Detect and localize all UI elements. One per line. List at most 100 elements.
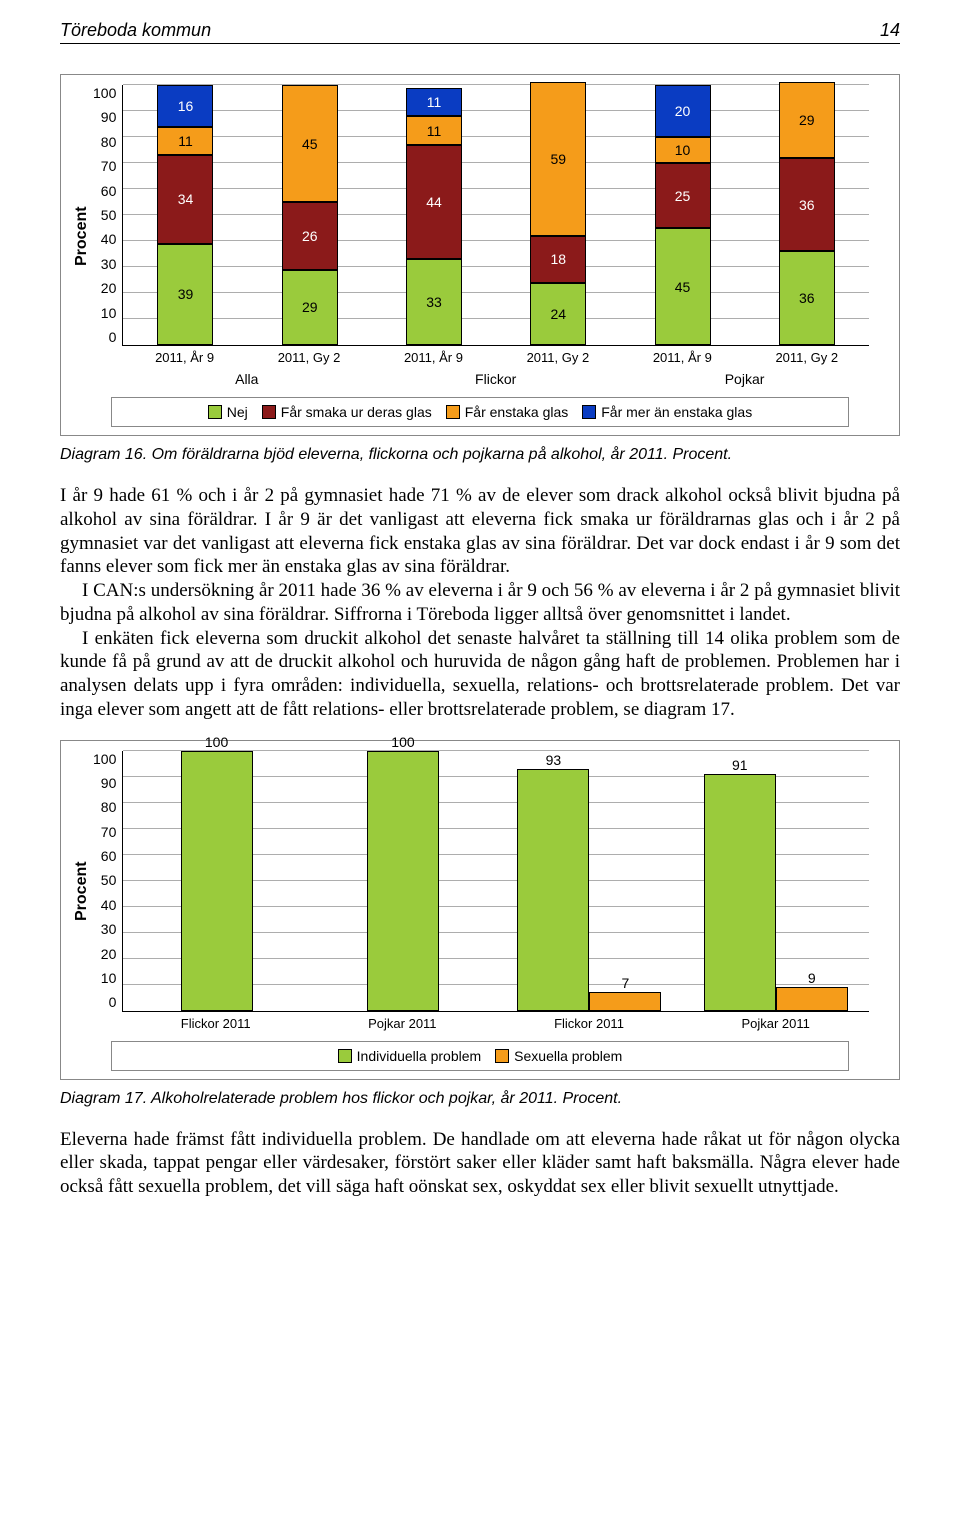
bar-segment: 45 [655,228,711,345]
chart2-caption: Diagram 17. Alkoholrelaterade problem ho… [60,1090,900,1108]
bar-segment: 29 [282,270,338,345]
ytick: 0 [109,994,117,1010]
bar-segment: 45 [282,85,338,202]
bar-segment: 25 [655,163,711,228]
xlabel: 2011, Gy 2 [496,350,620,365]
ytick: 100 [93,85,116,101]
bar-segment: 59 [530,82,586,235]
stacked-bar: 292645 [282,85,338,345]
group-label: Flickor [371,371,620,387]
bar-segment: 29 [779,82,835,157]
stacked-bar: 33441111 [406,88,462,345]
chart1-caption: Diagram 16. Om föräldrarna bjöd eleverna… [60,446,900,464]
bar: 93 [517,769,589,1011]
header-left: Töreboda kommun [60,20,211,41]
legend-swatch [262,405,276,419]
xlabel: 2011, Gy 2 [247,350,371,365]
bar-value-label: 91 [705,757,775,773]
chart1-legend: Nej Får smaka ur deras glas Får enstaka gl… [111,397,849,427]
paragraph: I enkäten fick eleverna som druckit alko… [60,627,900,722]
bar-segment: 39 [157,244,213,345]
ytick: 70 [101,158,117,174]
chart2-ylabel: Procent [71,751,93,1031]
legend-label: Får mer än enstaka glas [601,404,752,420]
ytick: 0 [109,329,117,345]
bar-segment: 11 [406,88,462,117]
bar: 9 [776,987,848,1010]
ytick: 90 [101,775,117,791]
bar-group: 937 [496,769,682,1011]
bar-segment: 26 [282,202,338,270]
bar-segment: 11 [406,116,462,145]
ytick: 40 [101,231,117,247]
legend-swatch [338,1049,352,1063]
xlabel: Pojkar 2011 [309,1016,496,1031]
bar: 7 [589,992,661,1010]
legend-item: Får mer än enstaka glas [582,404,752,420]
bar-segment: 10 [655,137,711,163]
chart2-plot-area: 100100937919 [122,751,869,1012]
xlabel: Flickor 2011 [122,1016,309,1031]
xlabel: 2011, År 9 [122,350,246,365]
ytick: 40 [101,897,117,913]
ytick: 100 [93,751,116,767]
ytick: 20 [101,280,117,296]
legend-label: Får enstaka glas [465,404,569,420]
chart1-group-labels: AllaFlickorPojkar [122,371,869,387]
stacked-bar: 45251020 [655,85,711,345]
paragraph: I CAN:s undersökning år 2011 hade 36 % a… [60,579,900,627]
xlabel: Flickor 2011 [496,1016,683,1031]
bar-value-label: 100 [182,734,252,750]
chart2-yticks: 1009080706050403020100 [93,751,122,1011]
legend-item: Får smaka ur deras glas [262,404,432,420]
chart-16: Procent 1009080706050403020100 393411162… [60,74,900,436]
xlabel: 2011, År 9 [620,350,744,365]
bar: 100 [181,751,253,1011]
stacked-bar: 39341116 [157,85,213,345]
bar-segment: 36 [779,251,835,345]
legend-swatch [208,405,222,419]
ytick: 60 [101,848,117,864]
ytick: 20 [101,946,117,962]
chart2-legend: Individuella problem Sexuella problem [111,1041,849,1071]
xlabel: 2011, År 9 [371,350,495,365]
bar-value-label: 100 [368,734,438,750]
chart1-xlabels: 2011, År 92011, Gy 22011, År 92011, Gy 2… [122,350,869,365]
ytick: 10 [101,305,117,321]
header-page-number: 14 [880,20,900,41]
ytick: 80 [101,134,117,150]
bar-segment: 11 [157,127,213,156]
chart1-yticks: 1009080706050403020100 [93,85,122,345]
body-text-1: I år 9 hade 61 % och i år 2 på gymnasiet… [60,484,900,722]
legend-swatch [582,405,596,419]
xlabel: Pojkar 2011 [682,1016,869,1031]
legend-item: Nej [208,404,248,420]
bar-group: 919 [683,774,869,1011]
legend-swatch [446,405,460,419]
bar-segment: 16 [157,85,213,127]
bar-segment: 36 [779,158,835,252]
bar-segment: 24 [530,283,586,345]
bar: 91 [704,774,776,1011]
body-text-2: Eleverna hade främst fått individuella p… [60,1128,900,1199]
paragraph: I år 9 hade 61 % och i år 2 på gymnasiet… [60,484,900,579]
legend-item: Individuella problem [338,1048,482,1064]
page-header: Töreboda kommun 14 [60,20,900,44]
legend-label: Individuella problem [357,1048,482,1064]
stacked-bar: 363629 [779,82,835,345]
bar: 100 [367,751,439,1011]
ytick: 70 [101,824,117,840]
bar-value-label: 93 [518,752,588,768]
bar-value-label: 7 [590,975,660,991]
chart1-plot-area: 3934111629264533441111241859452510203636… [122,85,869,346]
chart-17: Procent 1009080706050403020100 100100937… [60,740,900,1080]
legend-item: Sexuella problem [495,1048,622,1064]
group-label: Pojkar [620,371,869,387]
legend-label: Nej [227,404,248,420]
xlabel: 2011, Gy 2 [745,350,869,365]
group-label: Alla [122,371,371,387]
ytick: 90 [101,109,117,125]
chart1-ylabel: Procent [71,85,93,387]
ytick: 60 [101,183,117,199]
bar-segment: 44 [406,145,462,259]
